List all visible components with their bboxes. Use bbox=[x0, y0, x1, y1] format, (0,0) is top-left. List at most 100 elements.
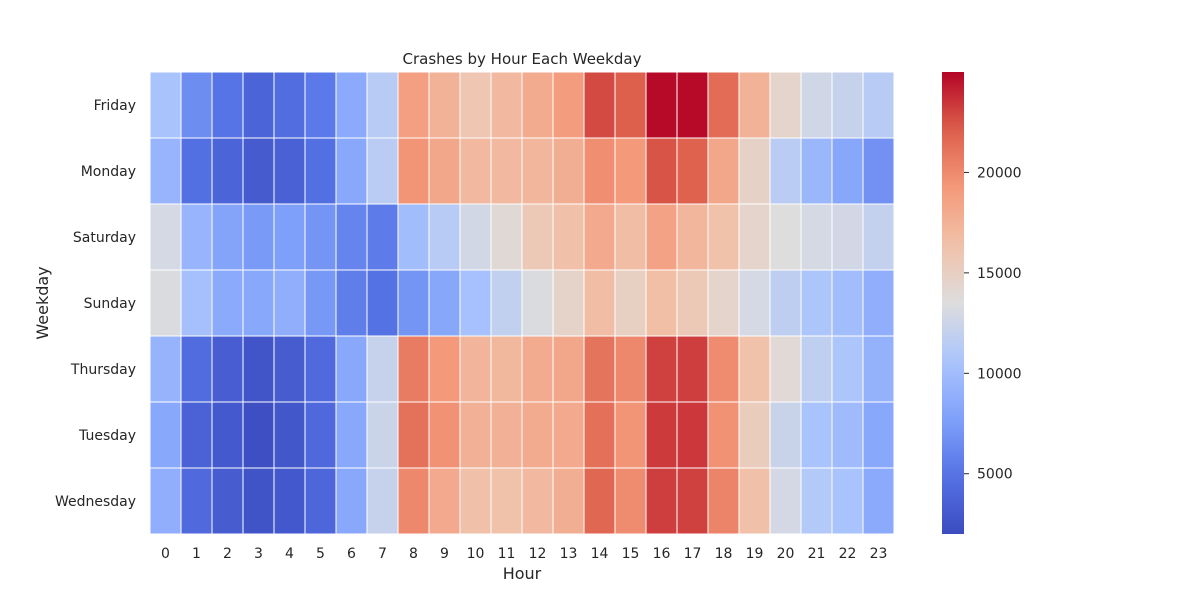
heatmap-cell bbox=[459, 467, 492, 535]
heatmap-cell bbox=[831, 467, 864, 535]
heatmap-cell bbox=[521, 401, 554, 469]
heatmap-cell bbox=[707, 71, 740, 139]
heatmap-cell bbox=[335, 137, 368, 205]
heatmap-cell bbox=[738, 71, 771, 139]
heatmap-cell bbox=[800, 467, 833, 535]
heatmap-cell bbox=[552, 401, 585, 469]
heatmap-cell bbox=[273, 401, 306, 469]
x-tick-label: 2 bbox=[223, 546, 232, 562]
heatmap-cell bbox=[707, 137, 740, 205]
heatmap-cell bbox=[707, 401, 740, 469]
heatmap-cell bbox=[211, 203, 244, 271]
heatmap-cell bbox=[676, 269, 709, 337]
heatmap-cell bbox=[273, 137, 306, 205]
x-tick-label: 19 bbox=[746, 546, 764, 562]
heatmap-cell bbox=[490, 467, 523, 535]
heatmap-cell bbox=[862, 137, 895, 205]
chart-title: Crashes by Hour Each Weekday bbox=[403, 50, 642, 68]
heatmap-cell bbox=[800, 137, 833, 205]
x-tick-label: 0 bbox=[161, 546, 170, 562]
heatmap-cell bbox=[738, 467, 771, 535]
x-tick-label: 11 bbox=[498, 546, 516, 562]
heatmap-cell bbox=[769, 203, 802, 271]
heatmap-cell bbox=[521, 335, 554, 403]
x-tick-label: 10 bbox=[467, 546, 485, 562]
heatmap-cell bbox=[366, 401, 399, 469]
heatmap-cell bbox=[335, 203, 368, 271]
heatmap-cell bbox=[645, 203, 678, 271]
heatmap-cell bbox=[676, 203, 709, 271]
heatmap-cell bbox=[552, 467, 585, 535]
heatmap-cell bbox=[521, 203, 554, 271]
heatmap-cell bbox=[428, 137, 461, 205]
heatmap-cell bbox=[490, 203, 523, 271]
heatmap-cell bbox=[769, 137, 802, 205]
heatmap-cell bbox=[180, 401, 213, 469]
heatmap-cell bbox=[459, 71, 492, 139]
heatmap-cell bbox=[397, 401, 430, 469]
heatmap-cell bbox=[490, 269, 523, 337]
y-tick-label: Saturday bbox=[73, 230, 136, 246]
heatmap-cell bbox=[366, 203, 399, 271]
heatmap-cell bbox=[428, 71, 461, 139]
y-tick-label: Wednesday bbox=[55, 494, 136, 510]
heatmap-cell bbox=[428, 467, 461, 535]
x-tick-label: 13 bbox=[560, 546, 578, 562]
heatmap-cell bbox=[583, 137, 616, 205]
heatmap-cell bbox=[304, 137, 337, 205]
heatmap-cell bbox=[149, 137, 182, 205]
x-tick-label: 8 bbox=[409, 546, 418, 562]
heatmap-cell bbox=[211, 335, 244, 403]
heatmap-cell bbox=[366, 269, 399, 337]
heatmap-cell bbox=[366, 467, 399, 535]
heatmap-cell bbox=[583, 269, 616, 337]
heatmap-cell bbox=[583, 71, 616, 139]
heatmap-cell bbox=[304, 401, 337, 469]
heatmap-cell bbox=[242, 335, 275, 403]
heatmap-cell bbox=[645, 137, 678, 205]
heatmap-cell bbox=[552, 203, 585, 271]
heatmap-cell bbox=[676, 71, 709, 139]
x-tick-labels: 0 1 2 3 4 5 6 7 8 9 10 11 12 13 14 15 16 17 18 19 20 21 22 23 bbox=[161, 546, 887, 562]
x-tick-label: 23 bbox=[870, 546, 888, 562]
heatmap-cell bbox=[490, 137, 523, 205]
colorbar-tick-label: 10000 bbox=[977, 366, 1022, 382]
heatmap-cell bbox=[645, 401, 678, 469]
heatmap-cell bbox=[149, 269, 182, 337]
heatmap-cell bbox=[397, 71, 430, 139]
heatmap-cell bbox=[707, 269, 740, 337]
heatmap-cell bbox=[707, 467, 740, 535]
heatmap-cell bbox=[366, 335, 399, 403]
x-tick-label: 9 bbox=[440, 546, 449, 562]
heatmap-cell bbox=[242, 71, 275, 139]
heatmap-cell bbox=[583, 203, 616, 271]
heatmap-cell bbox=[738, 335, 771, 403]
heatmap-cell bbox=[862, 467, 895, 535]
x-tick-label: 17 bbox=[684, 546, 702, 562]
heatmap-cell bbox=[831, 269, 864, 337]
heatmap-cell bbox=[521, 269, 554, 337]
heatmap-cell bbox=[335, 269, 368, 337]
heatmap-cell bbox=[583, 401, 616, 469]
heatmap-cell bbox=[211, 467, 244, 535]
heatmap-cell bbox=[211, 269, 244, 337]
heatmap-cell bbox=[862, 203, 895, 271]
x-tick-label: 3 bbox=[254, 546, 263, 562]
heatmap-cell bbox=[180, 335, 213, 403]
y-tick-label: Monday bbox=[81, 164, 136, 180]
heatmap-cell bbox=[614, 203, 647, 271]
heatmap-cell bbox=[800, 269, 833, 337]
x-tick-label: 16 bbox=[653, 546, 671, 562]
heatmap-cell bbox=[676, 335, 709, 403]
x-tick-label: 18 bbox=[715, 546, 733, 562]
heatmap-cell bbox=[273, 335, 306, 403]
heatmap-cell bbox=[335, 335, 368, 403]
heatmap-cell bbox=[614, 137, 647, 205]
heatmap-cell bbox=[831, 203, 864, 271]
heatmap-cell bbox=[273, 71, 306, 139]
heatmap-cell bbox=[707, 203, 740, 271]
heatmap-cell bbox=[552, 269, 585, 337]
heatmap-cell bbox=[614, 467, 647, 535]
